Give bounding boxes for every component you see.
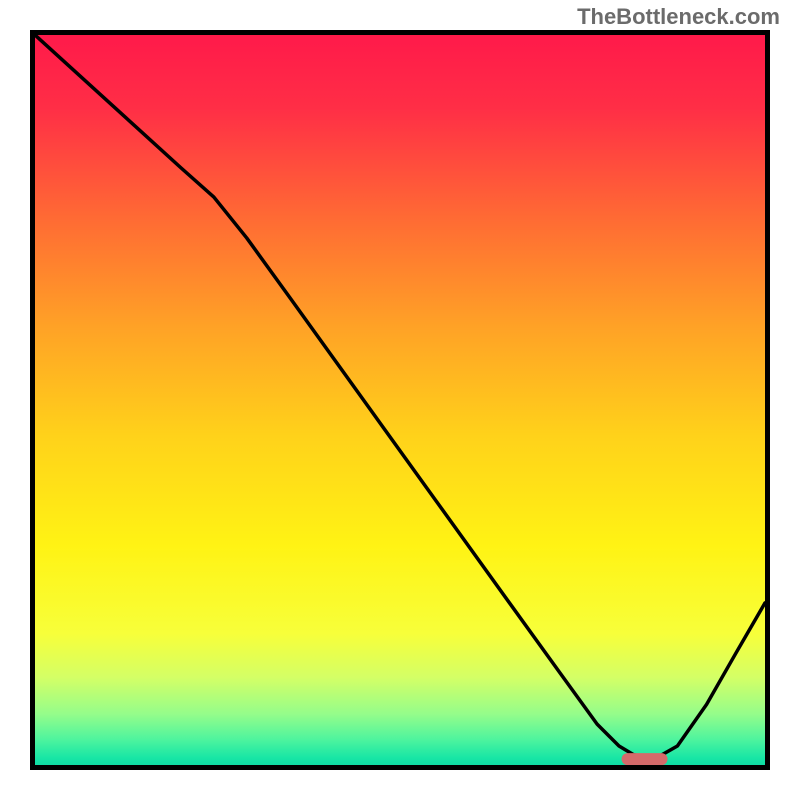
gradient-background <box>35 35 765 765</box>
chart-svg <box>30 30 770 770</box>
watermark-text: TheBottleneck.com <box>577 4 780 30</box>
chart-area <box>30 30 770 770</box>
optimal-range-marker <box>622 753 668 765</box>
container: TheBottleneck.com <box>0 0 800 800</box>
